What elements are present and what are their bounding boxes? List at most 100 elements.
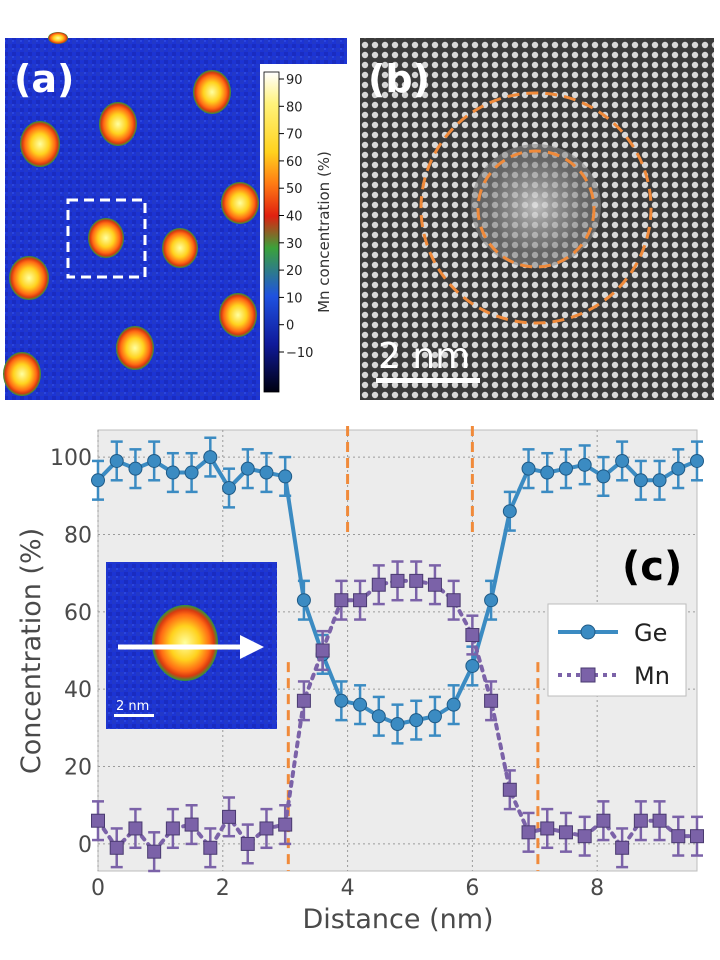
- scalebar: [376, 378, 480, 383]
- colorbar-tick-label: 10: [286, 291, 303, 306]
- x-axis-label: Distance (nm): [302, 904, 493, 935]
- mn-point: [465, 628, 480, 643]
- x-tick-label: 8: [590, 876, 604, 901]
- ge-point: [109, 453, 124, 468]
- colorbar-label: Mn concentration (%): [315, 151, 333, 313]
- nanocolumn: [48, 32, 68, 44]
- mn-point: [690, 829, 704, 844]
- mn-point: [577, 829, 592, 844]
- inset-nanocolumn: [152, 605, 218, 681]
- colorbar-tick-label: 80: [286, 100, 303, 115]
- mn-point: [184, 817, 199, 832]
- ge-point: [558, 461, 573, 476]
- mn-point: [203, 840, 218, 855]
- ge-point: [165, 465, 180, 480]
- mn-point: [334, 593, 349, 608]
- series: [91, 436, 704, 873]
- y-axis-label: Concentration (%): [16, 528, 47, 774]
- y-tick-label: 40: [64, 678, 92, 703]
- ge-point: [203, 450, 218, 465]
- panel-c: 0 2 4 6 8 0 20 40 60 80 100 Distance (nm) Concent…: [16, 426, 704, 935]
- ge-point: [278, 469, 293, 484]
- ge-point: [240, 461, 255, 476]
- x-tick-label: 4: [341, 876, 355, 901]
- nanocolumn: [116, 326, 154, 370]
- mn-point: [633, 813, 648, 828]
- ge-point: [615, 453, 630, 468]
- selection-box: [66, 198, 147, 279]
- legend-mn-marker: [580, 667, 596, 683]
- ge-point: [128, 461, 143, 476]
- ge-point: [334, 693, 349, 708]
- legend-mn-label: Mn: [634, 662, 670, 690]
- colorbar-tick-label: 20: [286, 264, 303, 279]
- mn-point: [353, 593, 368, 608]
- panel-a-label: (a): [14, 57, 74, 101]
- mn-point: [240, 836, 255, 851]
- ge-point: [371, 709, 386, 724]
- colorbar: 90 80 70 60 50 40 30 20 10 0 −10 Mn concentration …: [260, 64, 347, 400]
- mn-point: [91, 813, 105, 828]
- x-tick-label: 6: [465, 876, 479, 901]
- ge-point: [465, 658, 480, 673]
- panel-a: (a) 90 80 70 60 50 40 30 20 10 0 −10 Mn concentrat…: [3, 32, 347, 400]
- legend-ge-label: Ge: [634, 619, 667, 647]
- mn-point: [558, 825, 573, 840]
- x-ticks: 0 2 4 6 8: [91, 876, 604, 901]
- ge-point: [502, 504, 517, 519]
- ge-point: [353, 697, 368, 712]
- mn-point: [540, 821, 555, 836]
- mn-point: [109, 840, 124, 855]
- mn-point: [371, 577, 386, 592]
- y-tick-label: 100: [50, 446, 92, 471]
- mn-point: [259, 821, 274, 836]
- ge-point: [596, 469, 611, 484]
- mn-point: [502, 782, 517, 797]
- mn-point: [296, 693, 311, 708]
- colorbar-tick-label: 30: [286, 237, 303, 252]
- y-tick-label: 20: [64, 756, 92, 781]
- colorbar-tick-label: 90: [286, 73, 303, 88]
- colorbar-tick-label: 0: [286, 319, 294, 334]
- mn-point: [521, 825, 536, 840]
- arrow-head-icon: [240, 635, 264, 659]
- mn-point: [278, 817, 293, 832]
- mn-point: [128, 821, 143, 836]
- mn-point: [484, 693, 499, 708]
- ge-point: [390, 717, 405, 731]
- x-tick-label: 0: [91, 876, 105, 901]
- nanocolumn: [219, 293, 257, 337]
- ge-point: [577, 457, 592, 472]
- panel-c-label: (c): [622, 544, 682, 590]
- ge-point: [259, 465, 274, 480]
- colorbar-tick-label: −10: [286, 346, 313, 361]
- ge-point: [91, 473, 105, 488]
- ge-point: [652, 473, 667, 488]
- cluster-core: [478, 150, 594, 262]
- ge-point: [184, 465, 199, 480]
- ge-point: [633, 473, 648, 488]
- series-mn: [91, 560, 704, 873]
- ge-point: [427, 709, 442, 724]
- ge-point: [409, 713, 424, 728]
- nanocolumn: [9, 256, 49, 300]
- legend-ge-marker: [580, 624, 596, 640]
- mn-point: [315, 643, 330, 658]
- nanocolumn: [162, 228, 198, 268]
- inset-scalebar: [114, 714, 154, 717]
- mn-point: [165, 821, 180, 836]
- legend-box: [547, 603, 687, 697]
- ge-point: [521, 461, 536, 476]
- nanocolumn: [20, 121, 60, 167]
- boundary-lines: [286, 426, 540, 871]
- y-tick-label: 60: [64, 601, 92, 626]
- colorbar-tick-label: 40: [286, 210, 303, 225]
- y-tick-label: 0: [78, 833, 92, 858]
- y-tick-label: 80: [64, 523, 92, 548]
- ge-point: [446, 697, 461, 712]
- ge-point: [296, 593, 311, 608]
- outer-circle: [419, 91, 653, 325]
- nanocolumn: [99, 102, 137, 146]
- ge-point: [690, 453, 704, 468]
- ge-point: [671, 461, 686, 476]
